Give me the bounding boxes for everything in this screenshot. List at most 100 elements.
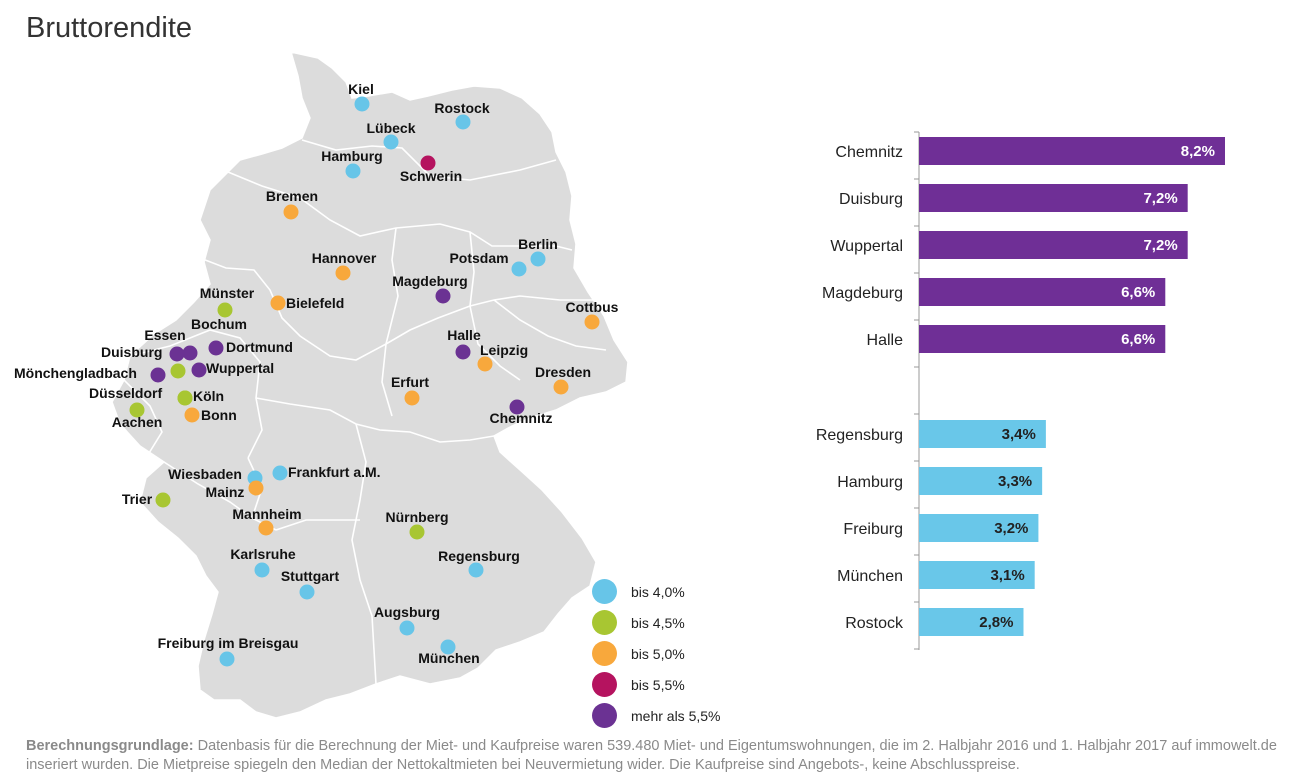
legend-item: mehr als 5,5% — [592, 700, 720, 731]
legend-item: bis 5,5% — [592, 669, 720, 700]
bar — [919, 184, 1188, 212]
city-marker — [409, 524, 425, 540]
legend-item: bis 4,0% — [592, 576, 720, 607]
city-label: Frankfurt a.M. — [288, 464, 381, 480]
city-label: Düsseldorf — [89, 385, 162, 401]
city-marker — [511, 261, 527, 277]
bar — [919, 467, 1043, 495]
legend-swatch — [592, 672, 617, 697]
legend-swatch — [592, 610, 617, 635]
city-marker — [509, 399, 525, 415]
city-label: Cottbus — [566, 299, 619, 315]
city-marker — [404, 390, 420, 406]
footnote: Berechnungsgrundlage: Datenbasis für die… — [26, 737, 1291, 775]
legend-item: bis 5,0% — [592, 638, 720, 669]
city-marker — [435, 288, 451, 304]
city-marker — [217, 302, 233, 318]
city-marker — [354, 96, 370, 112]
city-marker — [270, 295, 286, 311]
bar — [919, 231, 1188, 259]
city-marker — [170, 363, 186, 379]
city-marker — [299, 584, 315, 600]
city-marker — [191, 362, 207, 378]
legend-label: bis 5,5% — [631, 676, 685, 693]
city-marker — [150, 367, 166, 383]
city-label: Dresden — [535, 364, 591, 380]
city-label: Karlsruhe — [230, 546, 296, 562]
city-marker — [477, 356, 493, 372]
city-label: Nürnberg — [386, 509, 449, 525]
footnote-bold: Berechnungsgrundlage: — [26, 738, 194, 754]
map-legend: bis 4,0% bis 4,5% bis 5,0% bis 5,5% mehr… — [592, 576, 720, 731]
city-marker — [169, 346, 185, 362]
city-label: Duisburg — [101, 344, 162, 360]
bar — [919, 325, 1166, 353]
city-marker — [208, 340, 224, 356]
bar-value-label: 2,8% — [979, 614, 1013, 631]
legend-swatch — [592, 703, 617, 728]
city-marker — [440, 639, 456, 655]
legend-label: bis 5,0% — [631, 645, 685, 662]
city-label: Leipzig — [480, 342, 528, 358]
city-marker — [530, 251, 546, 267]
city-marker — [219, 651, 235, 667]
city-label: Berlin — [518, 236, 558, 252]
city-marker — [399, 620, 415, 636]
bar-category-label: Halle — [867, 332, 904, 349]
city-label: Rostock — [434, 100, 489, 116]
city-label: Potsdam — [449, 250, 508, 266]
city-label: Aachen — [112, 414, 163, 430]
city-label: Mainz — [206, 484, 245, 500]
bar-category-label: Magdeburg — [822, 285, 903, 302]
germany-map: Kiel Rostock Lübeck Hamburg Schwerin Bremen Be… — [14, 50, 629, 719]
city-marker — [184, 407, 200, 423]
legend-item: bis 4,5% — [592, 607, 720, 638]
city-marker — [254, 562, 270, 578]
city-marker — [272, 465, 288, 481]
bar — [919, 561, 1035, 589]
bar-category-label: Rostock — [845, 615, 904, 632]
city-label: München — [418, 650, 479, 666]
city-label: Essen — [144, 327, 185, 343]
legend-swatch — [592, 579, 617, 604]
bar-category-label: Freiburg — [843, 521, 903, 538]
bar — [919, 514, 1039, 542]
bar-value-label: 3,2% — [994, 520, 1028, 537]
city-marker — [248, 480, 264, 496]
city-marker — [129, 402, 145, 418]
city-label: Mannheim — [232, 506, 301, 522]
bar-category-label: Chemnitz — [835, 144, 903, 161]
city-marker — [155, 492, 171, 508]
bar-value-label: 3,4% — [1002, 426, 1036, 443]
city-marker — [455, 344, 471, 360]
bar-value-label: 6,6% — [1121, 284, 1155, 301]
city-label: Dortmund — [226, 339, 293, 355]
city-label: Wuppertal — [206, 360, 274, 376]
city-label: Lübeck — [366, 120, 415, 136]
city-marker — [383, 134, 399, 150]
city-label: Hannover — [312, 250, 377, 266]
city-label: Bonn — [201, 407, 237, 423]
bar-value-label: 7,2% — [1143, 190, 1177, 207]
city-label: Kiel — [348, 81, 374, 97]
bar — [919, 608, 1024, 636]
bar-value-label: 3,1% — [990, 567, 1024, 584]
city-label: Mönchengladbach — [14, 365, 137, 381]
page-title: Bruttorendite — [26, 12, 193, 44]
bar-category-label: Hamburg — [837, 474, 903, 491]
city-label: Bielefeld — [286, 295, 344, 311]
bar — [919, 137, 1225, 165]
city-label: Chemnitz — [490, 410, 553, 426]
city-marker — [420, 155, 436, 171]
bar-category-label: Duisburg — [839, 191, 903, 208]
city-label: Hamburg — [321, 148, 382, 164]
city-marker — [258, 520, 274, 536]
city-markers: Kiel Rostock Lübeck Hamburg Schwerin Bremen Be… — [14, 81, 619, 667]
city-label: Regensburg — [438, 548, 520, 564]
city-label: Köln — [193, 388, 224, 404]
bar-value-label: 6,6% — [1121, 331, 1155, 348]
legend-label: bis 4,0% — [631, 583, 685, 600]
legend-label: bis 4,5% — [631, 614, 685, 631]
bar-value-label: 8,2% — [1181, 143, 1215, 160]
footnote-text: Datenbasis für die Berechnung der Miet- … — [26, 738, 1277, 773]
